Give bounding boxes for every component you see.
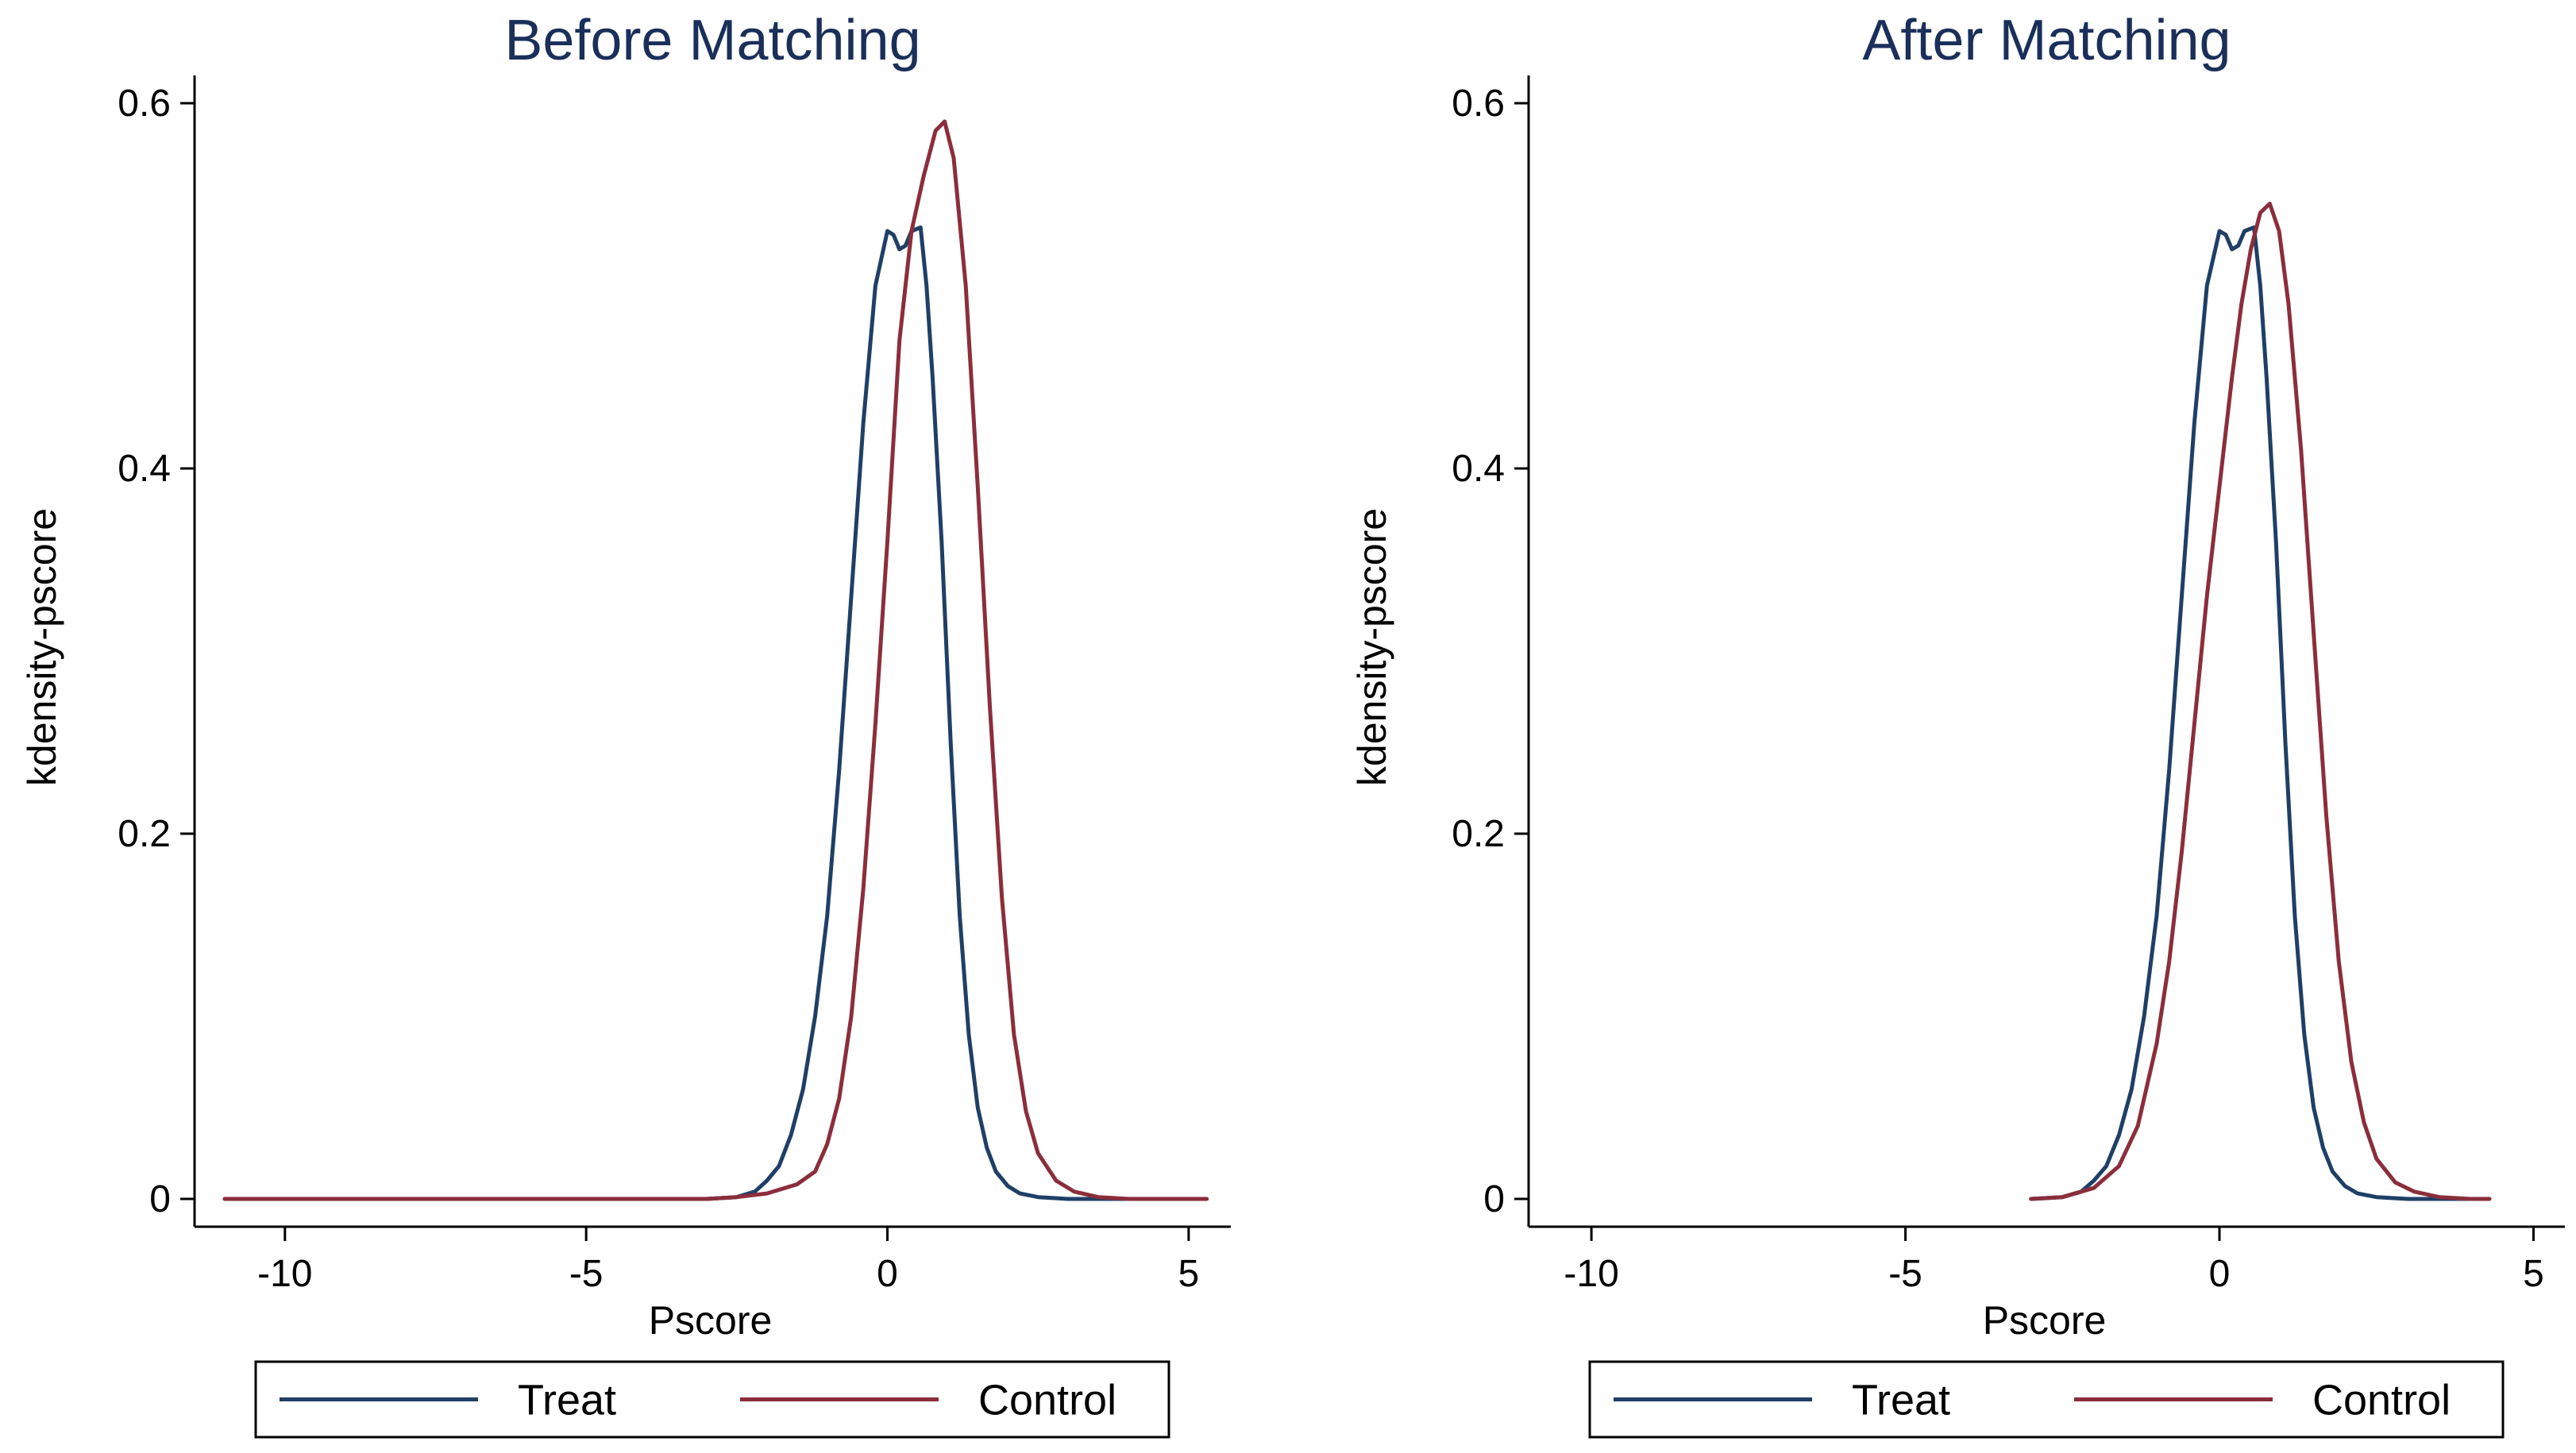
legend-label-treat: Treat (1852, 1377, 1950, 1424)
series-line-treat (704, 225, 1143, 1201)
x-axis-title: Pscore (649, 1298, 773, 1343)
x-tick-label: 5 (2523, 1253, 2544, 1295)
y-tick-label: 0 (149, 1178, 171, 1220)
x-tick-label: 5 (1178, 1253, 1200, 1295)
legend: Treat Control (254, 1360, 1170, 1439)
series-line-control (2029, 202, 2492, 1201)
legend-label-control: Control (978, 1377, 1116, 1424)
x-tick-label: 0 (2209, 1253, 2231, 1295)
chart-panel-2: After Matching 0 0.2 0.4 0.6 -10 -5 0 5 Pscore kde… (1350, 9, 2565, 1439)
x-tick-label: 0 (877, 1253, 898, 1295)
legend: Treat Control (1588, 1360, 2505, 1439)
series-line-control (222, 119, 1209, 1201)
x-tick-label: -10 (257, 1253, 312, 1295)
x-tick-label: -5 (1888, 1253, 1922, 1295)
y-tick-label: 0.6 (1452, 83, 1505, 125)
y-tick-label: 0.6 (118, 83, 171, 125)
y-axis-title: kdensity-pscore (1350, 508, 1394, 786)
legend-label-control: Control (2312, 1377, 2451, 1424)
x-tick-label: -10 (1564, 1253, 1618, 1295)
y-tick-label: 0.2 (1452, 813, 1505, 855)
series-line-treat (2029, 225, 2485, 1201)
legend-box (254, 1360, 1170, 1439)
chart-panel-1: Before Matching 0 0.2 0.4 0.6 -10 -5 0 5 Pscore kd… (20, 9, 1231, 1439)
y-tick-label: 0.2 (118, 813, 171, 855)
y-tick-label: 0 (1483, 1178, 1505, 1220)
legend-label-treat: Treat (518, 1377, 616, 1424)
x-tick-label: -5 (569, 1253, 604, 1295)
y-tick-label: 0.4 (118, 448, 171, 490)
y-axis-title: kdensity-pscore (20, 508, 64, 786)
y-tick-label: 0.4 (1452, 448, 1505, 490)
x-axis-title: Pscore (1983, 1298, 2107, 1343)
chart-title: Before Matching (504, 9, 920, 72)
chart-title: After Matching (1862, 9, 2231, 72)
